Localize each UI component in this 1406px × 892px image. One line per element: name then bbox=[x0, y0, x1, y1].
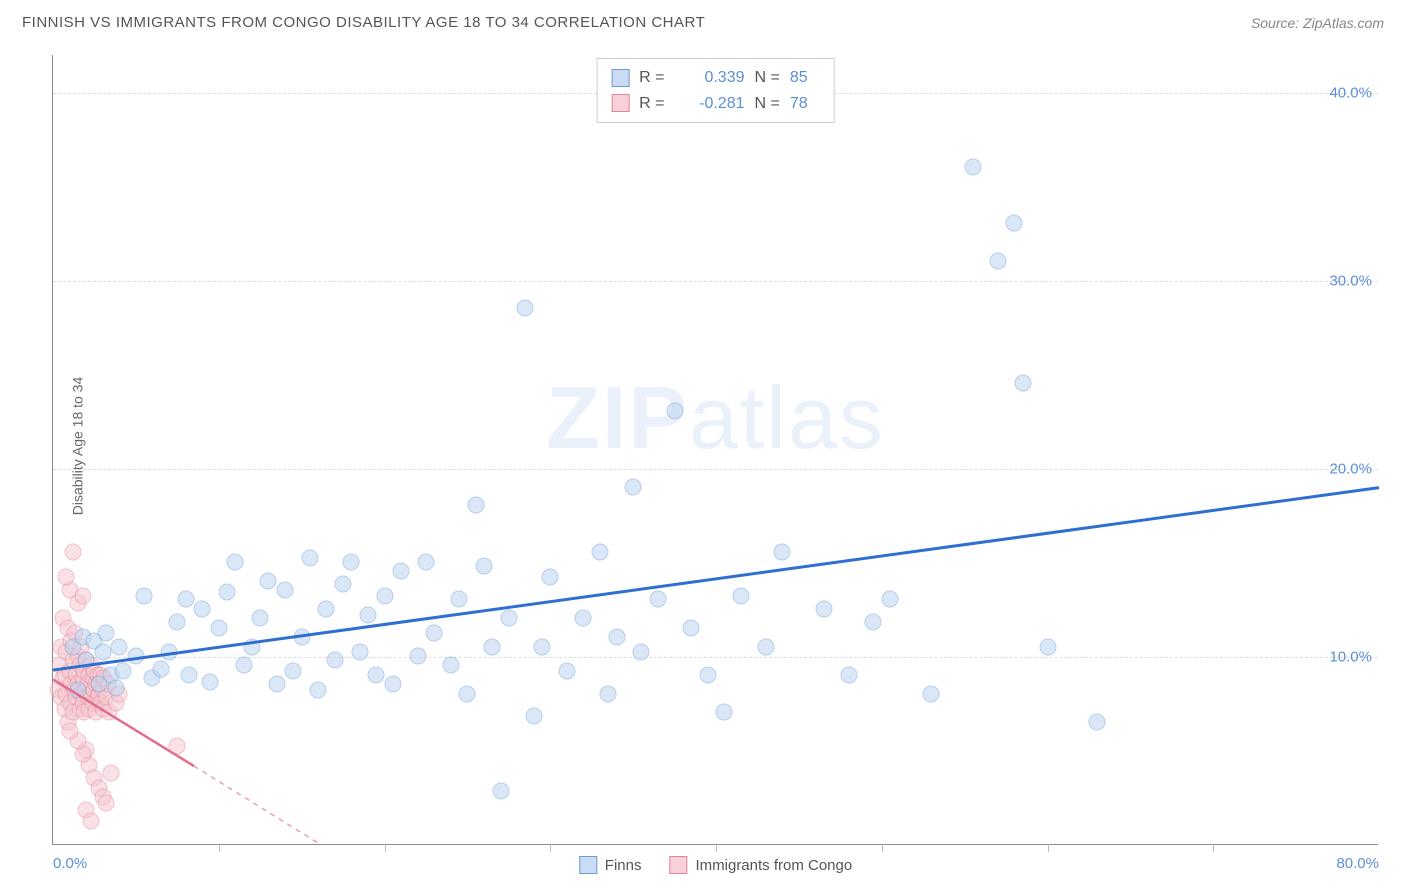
legend-swatch-congo bbox=[669, 856, 687, 874]
legend-item-congo: Immigrants from Congo bbox=[669, 856, 852, 874]
legend-swatch-finns bbox=[579, 856, 597, 874]
scatter-plot: ZIPatlas 10.0%20.0%30.0%40.0% 0.0%80.0% … bbox=[52, 55, 1378, 845]
correlation-stats-box: R = 0.339 N = 85 R = -0.281 N = 78 bbox=[596, 58, 835, 123]
watermark: ZIPatlas bbox=[546, 367, 885, 469]
swatch-finns bbox=[611, 69, 629, 87]
chart-title: FINNISH VS IMMIGRANTS FROM CONGO DISABIL… bbox=[22, 14, 705, 31]
regression-line-congo-extrapolated bbox=[194, 766, 318, 843]
source-attribution: Source: ZipAtlas.com bbox=[1251, 15, 1384, 31]
legend-item-finns: Finns bbox=[579, 856, 642, 874]
regression-lines bbox=[53, 55, 1378, 844]
swatch-congo bbox=[611, 94, 629, 112]
bottom-legend: Finns Immigrants from Congo bbox=[579, 856, 852, 874]
stats-row-congo: R = -0.281 N = 78 bbox=[611, 91, 820, 117]
chart-header: FINNISH VS IMMIGRANTS FROM CONGO DISABIL… bbox=[22, 14, 1384, 31]
stats-row-finns: R = 0.339 N = 85 bbox=[611, 65, 820, 91]
